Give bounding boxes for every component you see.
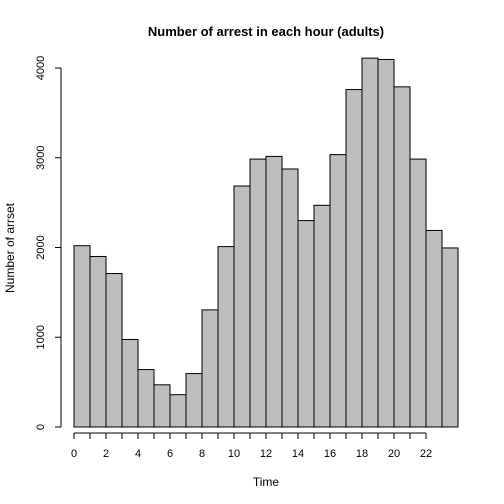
bar-hour-9 bbox=[218, 247, 234, 427]
bar-hour-6 bbox=[170, 395, 186, 427]
bar-hour-20 bbox=[394, 87, 410, 427]
bar-hour-13 bbox=[282, 169, 298, 427]
x-tick-label-4: 4 bbox=[135, 448, 141, 460]
y-tick-label-4000: 4000 bbox=[35, 56, 47, 80]
y-tick-label-2000: 2000 bbox=[35, 235, 47, 259]
y-axis: 0 1000 2000 3000 4000 bbox=[35, 56, 61, 430]
y-tick-label-1000: 1000 bbox=[35, 325, 47, 349]
x-tick-label-6: 6 bbox=[167, 448, 173, 460]
x-tick-label-12: 12 bbox=[260, 448, 272, 460]
bar-hour-4 bbox=[138, 370, 154, 427]
x-axis: 0 2 4 6 8 10 12 14 16 18 20 22 bbox=[71, 433, 432, 460]
bar-hour-23 bbox=[442, 248, 458, 427]
bar-hour-7 bbox=[186, 374, 202, 427]
y-axis-label: Number of arrset bbox=[3, 202, 17, 293]
bar-hour-3 bbox=[122, 339, 138, 427]
chart-title: Number of arrest in each hour (adults) bbox=[148, 24, 384, 39]
x-tick-label-10: 10 bbox=[228, 448, 240, 460]
bar-hour-11 bbox=[250, 159, 266, 427]
bar-hour-22 bbox=[426, 230, 442, 427]
x-tick-label-18: 18 bbox=[356, 448, 368, 460]
bars-group bbox=[74, 58, 458, 427]
bar-hour-1 bbox=[90, 256, 106, 427]
x-tick-label-16: 16 bbox=[324, 448, 336, 460]
bar-hour-5 bbox=[154, 385, 170, 427]
y-tick-label-0: 0 bbox=[35, 424, 47, 430]
bar-hour-14 bbox=[298, 221, 314, 427]
x-tick-label-2: 2 bbox=[103, 448, 109, 460]
x-tick-label-20: 20 bbox=[388, 448, 400, 460]
x-tick-label-0: 0 bbox=[71, 448, 77, 460]
bar-hour-0 bbox=[74, 246, 90, 427]
x-axis-label: Time bbox=[253, 475, 280, 489]
bar-hour-19 bbox=[378, 59, 394, 427]
bar-hour-18 bbox=[362, 58, 378, 427]
bar-hour-15 bbox=[314, 205, 330, 427]
bar-hour-16 bbox=[330, 155, 346, 427]
x-tick-label-14: 14 bbox=[292, 448, 304, 460]
bar-hour-10 bbox=[234, 186, 250, 427]
bar-hour-12 bbox=[266, 156, 282, 427]
bar-hour-2 bbox=[106, 274, 122, 427]
x-tick-label-8: 8 bbox=[199, 448, 205, 460]
bar-hour-21 bbox=[410, 159, 426, 427]
bar-hour-8 bbox=[202, 310, 218, 427]
y-tick-label-3000: 3000 bbox=[35, 146, 47, 170]
bar-hour-17 bbox=[346, 90, 362, 427]
x-tick-label-22: 22 bbox=[420, 448, 432, 460]
